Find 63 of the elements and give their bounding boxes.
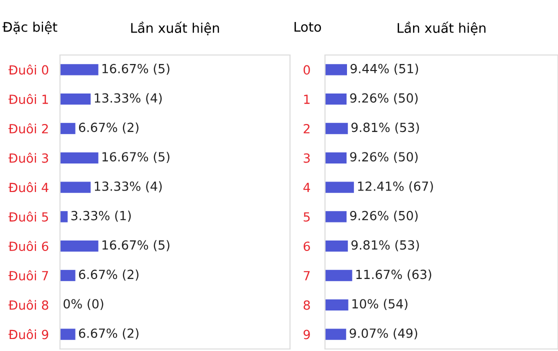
data-label: 9.44% (51) (350, 64, 418, 75)
y-tick-label: Đuôi 6 (8, 240, 48, 252)
data-label: 9.26% (50) (350, 152, 418, 163)
y-tick-label: Đuôi 8 (8, 300, 48, 310)
y-tick-label: 4 (303, 182, 310, 192)
data-label: 0% (0) (64, 298, 104, 310)
y-axis-title: Loto (294, 22, 321, 32)
y-tick-label: Đuôi 5 (8, 211, 48, 222)
chart-title: Lần xuất hiện (398, 22, 486, 36)
y-tick-label: 3 (304, 153, 310, 163)
bar (60, 182, 91, 193)
y-tick-label: 1 (304, 94, 310, 104)
y-tick-label: Đuôi 0 (8, 64, 48, 75)
bar (325, 122, 348, 134)
bar (325, 182, 354, 193)
y-tick-label: 2 (304, 124, 310, 134)
y-tick-label: Đuôi 4 (8, 182, 48, 192)
bar (60, 122, 76, 134)
y-tick-label: Đuôi 3 (8, 152, 48, 163)
bar (60, 328, 76, 340)
data-label: 6.67% (2) (78, 328, 138, 340)
data-label: 9.81% (53) (351, 240, 419, 252)
bar (325, 211, 347, 222)
bar (60, 94, 91, 105)
data-label: 3.33% (1) (71, 210, 131, 222)
data-label: 9.81% (53) (351, 122, 419, 134)
bar (60, 240, 98, 252)
data-label: 9.26% (50) (350, 93, 418, 104)
y-tick-label: 6 (304, 242, 310, 252)
bar (325, 152, 347, 164)
data-label: 16.67% (5) (102, 152, 170, 163)
y-tick-label: 5 (304, 212, 310, 222)
data-label: 13.33% (4) (94, 181, 162, 192)
bar (325, 328, 346, 340)
bar (325, 240, 348, 252)
bar (325, 94, 347, 105)
y-tick-label: 8 (304, 300, 310, 310)
y-tick-label: Đuôi 9 (8, 329, 48, 340)
y-tick-label: 9 (304, 330, 310, 340)
data-label: 10% (54) (352, 298, 408, 310)
y-tick-label: 0 (304, 65, 310, 75)
data-label: 16.67% (5) (102, 64, 170, 75)
y-axis-title: Đặc biệt (2, 21, 58, 34)
bar (325, 299, 348, 310)
data-label: 16.67% (5) (102, 240, 170, 252)
data-label: 12.41% (67) (358, 181, 433, 192)
data-label: 11.67% (63) (356, 269, 432, 281)
y-tick-label: Đuôi 7 (8, 270, 48, 280)
y-tick-label: 7 (304, 271, 310, 280)
y-tick-label: Đuôi 1 (8, 94, 48, 104)
data-label: 9.07% (49) (350, 328, 418, 340)
bar (60, 270, 76, 282)
data-label: 13.33% (4) (94, 93, 162, 104)
bar (325, 270, 352, 282)
bar (60, 64, 98, 76)
data-label: 6.67% (2) (78, 269, 138, 281)
bar (325, 64, 347, 76)
data-label: 9.26% (50) (350, 210, 418, 222)
y-tick-label: Đuôi 2 (8, 123, 48, 134)
bar (60, 152, 98, 164)
data-label: 6.67% (2) (78, 122, 138, 134)
chart-title: Lần xuất hiện (131, 22, 219, 36)
bar (60, 211, 68, 222)
